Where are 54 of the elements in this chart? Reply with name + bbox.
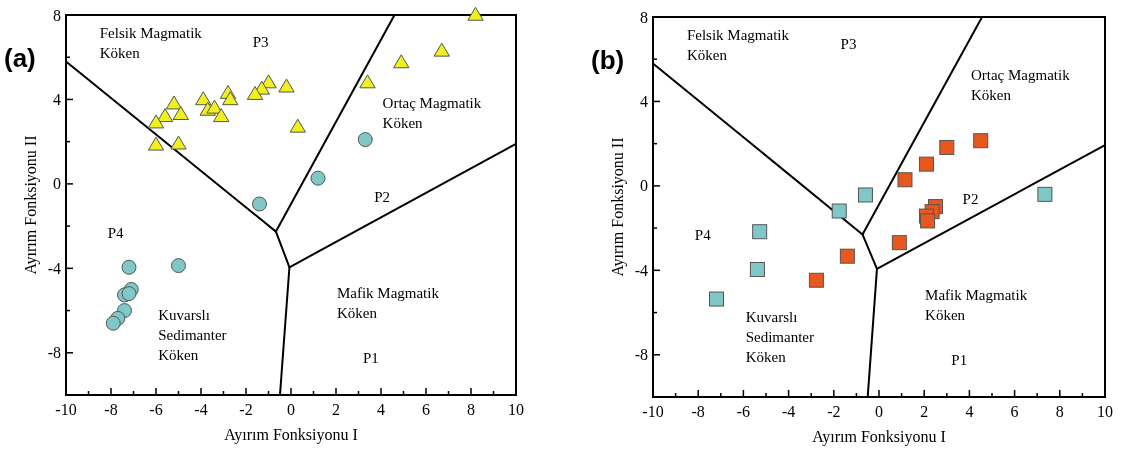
x-tick-label: 6 <box>1010 403 1019 420</box>
x-tick-label: -2 <box>827 403 841 420</box>
y-tick-label: 8 <box>53 6 61 24</box>
annotation: P2 <box>374 188 391 205</box>
annotation: Felsik Magmatik Köken <box>686 27 790 64</box>
annotation: Ortaç Magmatik Köken <box>970 67 1071 104</box>
y-tick-label: -8 <box>634 346 648 364</box>
y-tick-label: 0 <box>640 177 648 195</box>
x-tick-label: -6 <box>736 403 751 420</box>
annotation: P4 <box>694 226 712 243</box>
x-tick-label: 8 <box>1055 403 1064 420</box>
y-tick-label: -4 <box>634 261 648 279</box>
annotation: P3 <box>840 35 857 52</box>
annotation: Mafik Magmatik Köken <box>925 286 1028 323</box>
y-tick-label: -4 <box>47 259 61 277</box>
annotation: Mafik Magmatik Köken <box>336 284 440 321</box>
y-tick-label: -8 <box>47 344 61 362</box>
text: (a) <box>4 43 36 73</box>
x-tick-label: -10 <box>642 403 664 420</box>
y-axis-title: Ayırım Fonksiyonu II <box>22 135 40 275</box>
x-tick-label: -2 <box>239 401 253 418</box>
annotation: Felsik Magmatik Köken <box>99 25 203 62</box>
y-tick-label: 4 <box>640 93 648 111</box>
x-tick-label: 2 <box>332 401 340 418</box>
x-tick-label: 4 <box>965 403 974 420</box>
x-axis-title: Ayırım Fonksiyonu I <box>812 428 946 446</box>
x-tick-label: -8 <box>691 403 705 420</box>
x-tick-label: 8 <box>467 401 475 418</box>
x-tick-label: -10 <box>55 401 77 418</box>
annotation: P3 <box>252 33 269 50</box>
x-tick-label: -6 <box>149 401 163 418</box>
x-tick-label: 2 <box>920 403 929 420</box>
annotation: P1 <box>363 350 379 367</box>
annotation: Ortaç Magmatik Köken <box>382 94 482 131</box>
annotation: Kuvarslı Sedimanter Köken <box>745 309 814 366</box>
y-tick-label: 8 <box>640 8 648 26</box>
x-tick-label: 10 <box>1097 403 1113 420</box>
x-tick-label: 10 <box>508 401 524 418</box>
x-tick-label: 4 <box>377 401 385 418</box>
annotation: P4 <box>107 224 124 241</box>
y-tick-label: 0 <box>53 175 61 193</box>
x-tick-label: 0 <box>875 403 883 420</box>
annotation: P1 <box>951 352 968 369</box>
x-tick-label: -4 <box>781 403 796 420</box>
text: (b) <box>591 45 625 75</box>
y-tick-label: 4 <box>53 91 61 109</box>
x-tick-label: -4 <box>194 401 208 418</box>
annotation: Kuvarslı Sedimanter Köken <box>158 307 227 364</box>
annotation: P2 <box>962 190 979 207</box>
x-axis-title: Ayırım Fonksiyonu I <box>224 426 358 444</box>
x-tick-label: 6 <box>422 401 430 418</box>
y-axis-title: Ayırım Fonksiyonu II <box>609 137 627 277</box>
x-tick-label: 0 <box>287 401 295 418</box>
x-tick-label: -8 <box>104 401 118 418</box>
